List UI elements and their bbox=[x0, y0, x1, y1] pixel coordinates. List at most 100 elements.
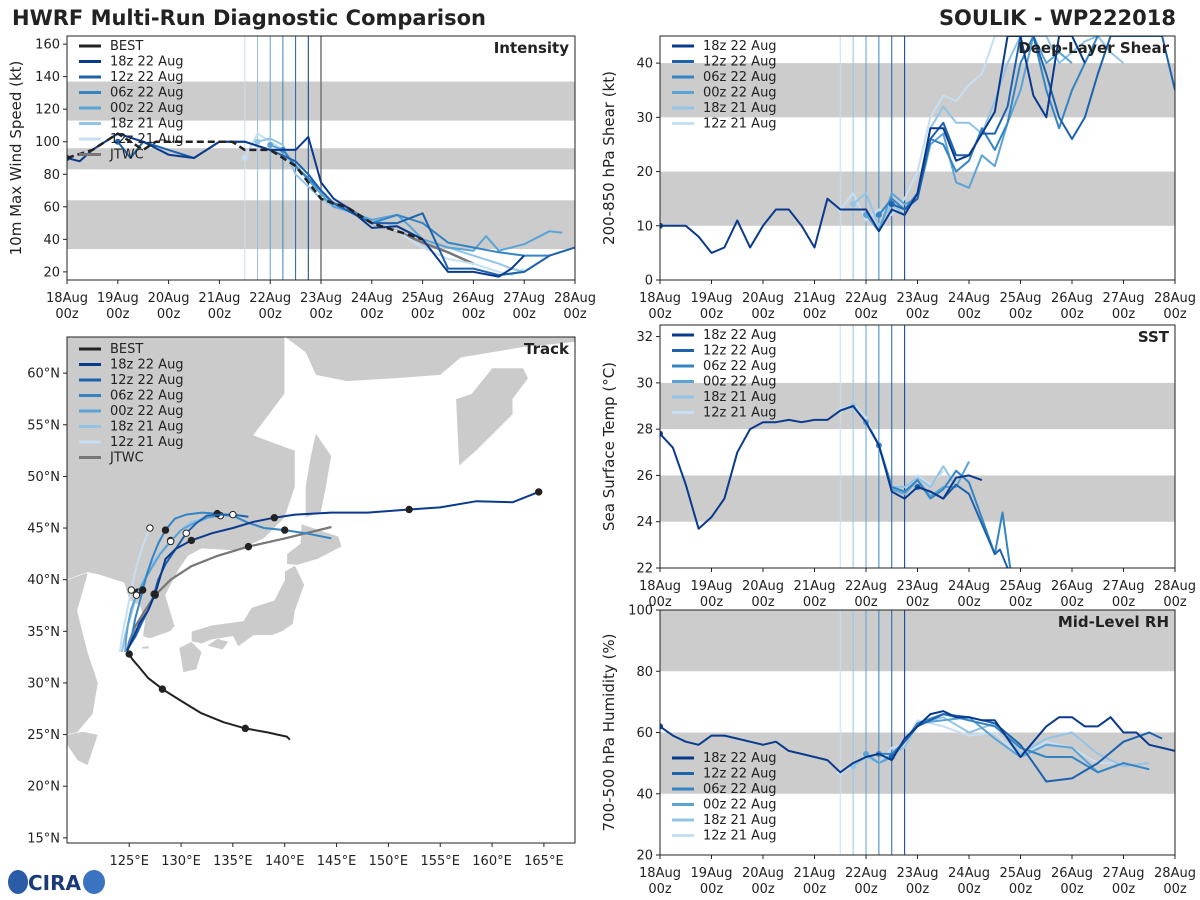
legend-label: 12z 22 Aug bbox=[110, 373, 184, 388]
x-tick-label-date: 23Aug bbox=[897, 291, 939, 306]
x-tick-label-date: 22Aug bbox=[845, 866, 887, 881]
x-tick-label: 150°E bbox=[369, 854, 409, 869]
series-start-marker bbox=[660, 430, 663, 437]
x-tick-label: 135°E bbox=[213, 854, 253, 869]
band-1 bbox=[660, 382, 1175, 430]
track-point bbox=[125, 650, 133, 658]
legend-label: 18z 22 Aug bbox=[703, 39, 777, 54]
legend-label: 18z 22 Aug bbox=[110, 55, 184, 70]
track-point bbox=[166, 537, 175, 546]
y-tick-label: 80 bbox=[636, 665, 653, 680]
x-tick-label-hour: 00z bbox=[1163, 595, 1187, 610]
series-start-marker bbox=[660, 723, 663, 730]
y-tick-label: 60°N bbox=[27, 367, 60, 382]
y-tick-label: 40 bbox=[636, 57, 653, 72]
legend-label: 06z 22 Aug bbox=[703, 782, 777, 797]
x-tick-label-hour: 00z bbox=[1060, 882, 1084, 897]
x-tick-label-hour: 00z bbox=[1009, 307, 1033, 322]
logo-text: CIRA bbox=[28, 871, 82, 895]
x-tick-label-date: 22Aug bbox=[249, 291, 291, 306]
y-tick-label: 25°N bbox=[27, 728, 60, 743]
track-best bbox=[126, 650, 291, 741]
y-tick-label: 45°N bbox=[27, 522, 60, 537]
x-tick-label-hour: 00z bbox=[803, 882, 827, 897]
series-start-marker bbox=[850, 201, 857, 208]
x-tick-label-date: 21Aug bbox=[198, 291, 240, 306]
x-tick-label-hour: 00z bbox=[208, 307, 232, 322]
legend-label: 06z 22 Aug bbox=[703, 359, 777, 374]
panel-rh: 2040608010018Aug00z19Aug00z20Aug00z21Aug… bbox=[600, 604, 1196, 898]
x-tick-label-hour: 00z bbox=[854, 595, 878, 610]
legend-label: 12z 21 Aug bbox=[703, 406, 777, 421]
track-12z-22-Aug bbox=[126, 513, 249, 651]
x-tick-label: 140°E bbox=[265, 854, 305, 869]
plot-area-shear bbox=[660, 36, 1175, 280]
series-start-marker bbox=[114, 138, 121, 145]
x-tick-label: 145°E bbox=[317, 854, 357, 869]
x-tick-label-hour: 00z bbox=[106, 307, 130, 322]
x-tick-label-date: 21Aug bbox=[794, 579, 836, 594]
y-tick-label: 30 bbox=[636, 376, 653, 391]
legend-label: 12z 21 Aug bbox=[703, 117, 777, 132]
track-point bbox=[405, 505, 413, 514]
x-tick-label-hour: 00z bbox=[1163, 882, 1187, 897]
panel-title: Intensity bbox=[494, 39, 570, 57]
legend-label: 00z 22 Aug bbox=[703, 798, 777, 813]
series-start-marker bbox=[254, 138, 261, 145]
track-18z-22-Aug bbox=[126, 490, 540, 652]
x-tick-label-hour: 00z bbox=[906, 882, 930, 897]
land-5 bbox=[286, 523, 343, 566]
y-tick-label: 20 bbox=[636, 849, 653, 864]
x-tick-label-hour: 00z bbox=[700, 595, 724, 610]
legend-label: 12z 22 Aug bbox=[703, 55, 777, 70]
y-tick-label: 20°N bbox=[27, 780, 60, 795]
series-line-18z-21-Aug bbox=[852, 36, 1125, 227]
x-tick-label-date: 23Aug bbox=[897, 579, 939, 594]
x-tick-label-hour: 00z bbox=[957, 595, 981, 610]
x-tick-label-date: 27Aug bbox=[1103, 579, 1145, 594]
x-tick-label-date: 18Aug bbox=[639, 866, 681, 881]
plot-area-rh bbox=[660, 610, 1175, 855]
panel-title: SST bbox=[1138, 328, 1170, 346]
land-3 bbox=[67, 337, 296, 639]
x-tick-label-hour: 00z bbox=[259, 307, 283, 322]
y-tick-label: 26 bbox=[636, 469, 653, 484]
y-tick-label: 120 bbox=[35, 103, 60, 118]
legend-label: 00z 22 Aug bbox=[703, 375, 777, 390]
x-tick-label-hour: 00z bbox=[309, 307, 333, 322]
plot-area-intensity bbox=[67, 36, 575, 280]
x-tick-label-date: 21Aug bbox=[794, 291, 836, 306]
legend-label: 06z 22 Aug bbox=[703, 70, 777, 85]
legend-label: 18z 21 Aug bbox=[703, 390, 777, 405]
legend-label: BEST bbox=[110, 342, 143, 357]
x-tick-label-date: 23Aug bbox=[300, 291, 342, 306]
x-tick-label-date: 20Aug bbox=[742, 291, 784, 306]
y-axis-label: 10m Max Wind Speed (kt) bbox=[7, 61, 25, 256]
track-06z-22-Aug bbox=[127, 511, 332, 650]
land-7 bbox=[178, 641, 203, 673]
x-tick-label-hour: 00z bbox=[1009, 882, 1033, 897]
panel-track: 125°E 130°E 135°E 140°E 145°E 150°E 155°E 160°E… bbox=[27, 336, 576, 869]
series-line-18z-22-Aug bbox=[660, 405, 983, 530]
y-tick-label: 28 bbox=[636, 423, 653, 438]
x-tick-label-date: 19Aug bbox=[97, 291, 139, 306]
y-tick-label: 24 bbox=[636, 515, 653, 530]
x-tick-label-hour: 00z bbox=[906, 595, 930, 610]
y-tick-label: 40°N bbox=[27, 573, 60, 588]
legend-label: BEST bbox=[110, 39, 143, 54]
y-tick-label: 22 bbox=[636, 562, 653, 577]
x-tick-label: 130°E bbox=[161, 854, 201, 869]
x-tick-label-hour: 00z bbox=[957, 307, 981, 322]
x-tick-label-hour: 00z bbox=[803, 307, 827, 322]
x-tick-label-date: 19Aug bbox=[691, 291, 733, 306]
y-tick-label: 100 bbox=[628, 604, 653, 619]
series-start-marker bbox=[241, 155, 248, 161]
track-point bbox=[151, 590, 159, 598]
x-tick-label-date: 27Aug bbox=[1103, 866, 1145, 881]
track-point bbox=[244, 542, 253, 551]
plot-area-track bbox=[67, 337, 575, 767]
y-tick-label: 60 bbox=[43, 200, 60, 215]
series-line-00z-22-Aug bbox=[269, 144, 563, 252]
